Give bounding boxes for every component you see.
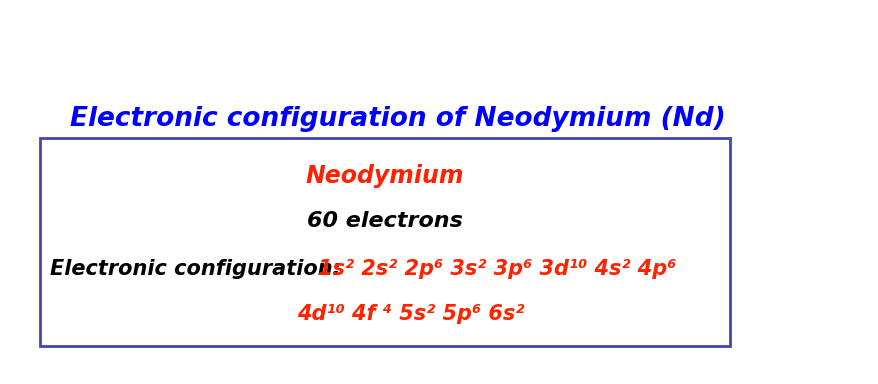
Text: 4d¹⁰ 4f ⁴ 5s² 5p⁶ 6s²: 4d¹⁰ 4f ⁴ 5s² 5p⁶ 6s² <box>297 305 524 324</box>
Bar <box>40 138 729 346</box>
Text: Electronic configuration:: Electronic configuration: <box>50 259 348 279</box>
Text: 60 electrons: 60 electrons <box>306 211 462 231</box>
Text: 1s² 2s² 2p⁶ 3s² 3p⁶ 3d¹⁰ 4s² 4p⁶: 1s² 2s² 2p⁶ 3s² 3p⁶ 3d¹⁰ 4s² 4p⁶ <box>318 259 676 279</box>
Text: Neodymium: Neodymium <box>305 164 464 187</box>
Text: Electronic configuration of Neodymium (Nd): Electronic configuration of Neodymium (N… <box>70 106 725 132</box>
